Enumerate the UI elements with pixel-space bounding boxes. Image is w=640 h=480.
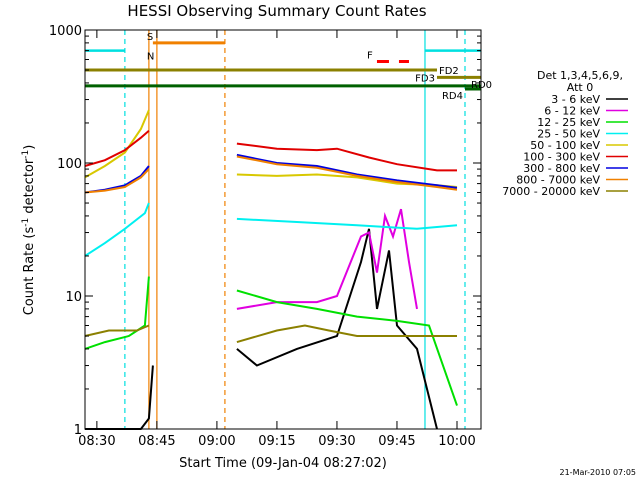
x-tick-label: 10:00	[438, 434, 475, 449]
flag-label-RD4: RD4	[442, 91, 463, 102]
y-tick-label: 10	[65, 290, 82, 305]
series-line-8-1	[236, 324, 457, 344]
x-axis-label: Start Time (09-Jan-04 08:27:02)	[179, 456, 387, 471]
plot-frame	[84, 29, 482, 430]
series-line-5-0	[84, 129, 150, 167]
flag-label-FD2: FD2	[439, 66, 459, 77]
x-tick-label: 09:00	[198, 434, 235, 449]
legend-label: 300 - 800 keV	[523, 162, 600, 175]
legend-label: 100 - 300 keV	[523, 151, 600, 164]
legend-label: 12 - 25 keV	[537, 116, 600, 129]
legend-header: Det 1,3,4,5,6,9,	[537, 69, 623, 82]
flag-label-S: S	[147, 32, 153, 43]
series-line-2-0	[84, 276, 150, 350]
legend-label: 7000 - 20000 keV	[502, 185, 600, 198]
series-line-3-1	[236, 217, 458, 230]
x-tick-label: 09:15	[258, 434, 295, 449]
y-tick-label: 1000	[49, 24, 82, 39]
x-tick-label: 08:45	[138, 434, 175, 449]
flag-label-F: F	[367, 50, 373, 61]
x-tick-label: 09:30	[318, 434, 355, 449]
chart-title: HESSI Observing Summary Count Rates	[127, 2, 426, 20]
legend-label: 50 - 100 keV	[530, 139, 600, 152]
legend-label: 800 - 7000 keV	[516, 174, 600, 187]
y-axis-ticks: 1 10 100 1000	[49, 24, 481, 438]
series-line-0-1	[236, 228, 438, 430]
flag-label-RD0: RD0	[471, 80, 492, 91]
legend-header: Att 0	[567, 81, 593, 94]
series-line-7-1	[236, 155, 458, 191]
legend-label: 3 - 6 keV	[551, 93, 600, 106]
series-line-3-0	[84, 202, 150, 257]
x-tick-label: 08:30	[78, 434, 115, 449]
flag-label-FD3: FD3	[415, 73, 435, 84]
x-tick-label: 09:45	[378, 434, 415, 449]
series-line-6-1	[236, 153, 458, 189]
series-line-8-0	[84, 324, 150, 337]
series-line-5-1	[236, 142, 457, 172]
flag-label-N: N	[147, 52, 154, 63]
legend-label: 6 - 12 keV	[544, 105, 600, 118]
footer-timestamp: 21-Mar-2010 07:05	[560, 468, 637, 477]
series-line-7-0	[84, 168, 150, 194]
y-tick-label: 1	[74, 423, 82, 438]
x-axis-ticks: 08:30 08:45 09:00 09:15 09:30 09:45 10:00	[78, 30, 476, 449]
y-axis-label: Count Rate (s-1 detector-1)	[21, 145, 37, 316]
series-line-0-0	[84, 365, 154, 430]
plot-area: SN F FD2 FD3 RD4 RD0	[84, 30, 492, 430]
series-line-1-0	[236, 208, 418, 310]
series-line-2-1	[236, 289, 458, 406]
legend-label: 25 - 50 keV	[537, 128, 600, 141]
y-tick-label: 100	[57, 157, 82, 172]
series-line-4-0	[84, 109, 150, 179]
